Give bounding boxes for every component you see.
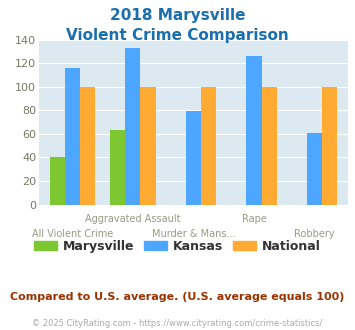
Bar (65, 68, 80, 205)
Bar (50, 157, 65, 205)
Bar (141, 87, 155, 205)
Bar (262, 87, 277, 205)
Text: All Violent Crime: All Violent Crime (32, 229, 113, 239)
Bar (322, 87, 337, 205)
Bar (201, 87, 216, 205)
Text: © 2025 CityRating.com - https://www.cityrating.com/crime-statistics/: © 2025 CityRating.com - https://www.city… (32, 319, 323, 328)
Text: Violent Crime Comparison: Violent Crime Comparison (66, 28, 289, 43)
Text: Robbery: Robbery (294, 229, 335, 239)
Text: 2018 Marysville: 2018 Marysville (110, 8, 245, 23)
Text: Aggravated Assault: Aggravated Assault (85, 214, 181, 224)
Bar (125, 48, 141, 205)
Bar (246, 56, 262, 205)
Bar (307, 133, 322, 205)
Bar (110, 130, 125, 205)
Bar (80, 87, 95, 205)
Bar (186, 112, 201, 205)
Text: Murder & Mans...: Murder & Mans... (152, 229, 235, 239)
Legend: Marysville, Kansas, National: Marysville, Kansas, National (29, 235, 326, 258)
Text: Compared to U.S. average. (U.S. average equals 100): Compared to U.S. average. (U.S. average … (10, 292, 345, 302)
Text: Rape: Rape (242, 214, 267, 224)
